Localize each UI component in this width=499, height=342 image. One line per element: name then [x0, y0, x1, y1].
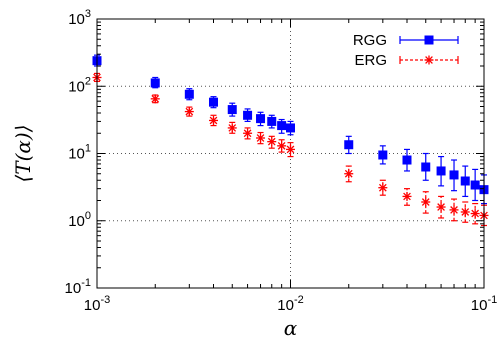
data-point — [344, 169, 354, 179]
data-point — [243, 110, 253, 120]
data-point — [267, 116, 277, 126]
x-axis-label: α — [284, 316, 298, 340]
data-point — [256, 114, 266, 124]
data-point — [150, 78, 160, 88]
data-point — [243, 128, 253, 138]
data-point — [449, 205, 459, 215]
legend-marker — [424, 55, 434, 65]
data-point — [470, 209, 480, 219]
legend: RGG ERG — [353, 32, 459, 69]
data-point — [378, 150, 388, 160]
data-point — [277, 121, 287, 131]
x-tick-label: 10-1 — [471, 294, 497, 314]
x-tick-label: 10-2 — [277, 294, 303, 314]
data-point — [256, 133, 266, 143]
data-point — [208, 115, 218, 125]
data-point — [378, 183, 388, 193]
data-point — [436, 202, 446, 212]
grid-layer — [97, 19, 484, 288]
y-tick-label: 103 — [68, 8, 91, 28]
data-point — [267, 137, 277, 147]
data-point — [208, 97, 218, 107]
data-point — [402, 155, 412, 165]
data-point — [421, 197, 431, 207]
legend-marker — [424, 35, 434, 45]
x-tick-label: 10-3 — [84, 294, 110, 314]
data-point — [184, 89, 194, 99]
data-point — [184, 107, 194, 117]
data-point — [436, 166, 446, 176]
legend-label-RGG: RGG — [353, 32, 387, 49]
series-RGG — [92, 54, 489, 205]
y-tick-label: 10-1 — [65, 277, 91, 297]
data-point — [277, 141, 287, 151]
data-point — [460, 176, 470, 186]
data-point — [227, 105, 237, 115]
y-tick-label: 101 — [68, 143, 91, 163]
data-point — [460, 207, 470, 217]
data-point — [449, 170, 459, 180]
data-point — [344, 140, 354, 150]
data-point — [402, 191, 412, 201]
data-point — [150, 94, 160, 104]
tick-layer: 10-3 10-2 10-1 10-1 100 101 102 103 — [65, 8, 498, 314]
y-tick-label: 102 — [68, 75, 91, 95]
data-point — [421, 162, 431, 172]
y-axis-label: ⟨T(α)⟩ — [11, 124, 35, 182]
data-point — [286, 144, 295, 154]
data-point — [286, 123, 295, 133]
legend-label-ERG: ERG — [354, 52, 387, 69]
y-tick-label: 100 — [68, 210, 91, 230]
data-point — [227, 123, 237, 133]
data-point — [470, 180, 480, 190]
